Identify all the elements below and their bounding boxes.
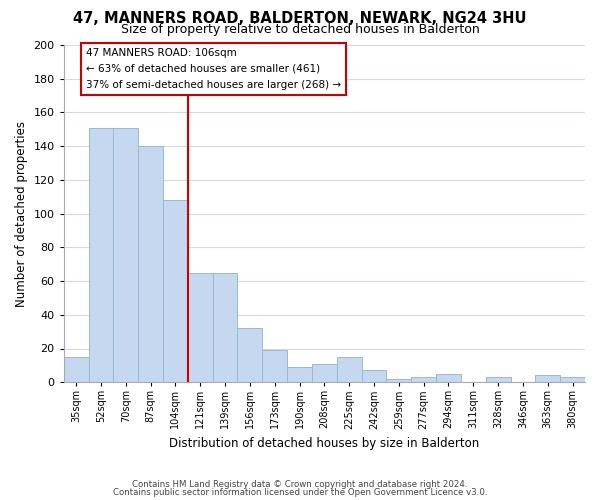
Bar <box>113 128 138 382</box>
Bar <box>436 374 461 382</box>
X-axis label: Distribution of detached houses by size in Balderton: Distribution of detached houses by size … <box>169 437 479 450</box>
Bar <box>535 376 560 382</box>
Bar <box>362 370 386 382</box>
Bar <box>386 379 411 382</box>
Bar <box>411 377 436 382</box>
Bar <box>238 328 262 382</box>
Bar <box>188 272 212 382</box>
Y-axis label: Number of detached properties: Number of detached properties <box>15 120 28 306</box>
Bar <box>212 272 238 382</box>
Bar <box>312 364 337 382</box>
Bar <box>138 146 163 382</box>
Bar <box>163 200 188 382</box>
Bar <box>262 350 287 382</box>
Bar <box>287 367 312 382</box>
Bar <box>64 357 89 382</box>
Text: 47 MANNERS ROAD: 106sqm
← 63% of detached houses are smaller (461)
37% of semi-d: 47 MANNERS ROAD: 106sqm ← 63% of detache… <box>86 48 341 90</box>
Bar <box>560 377 585 382</box>
Text: Contains public sector information licensed under the Open Government Licence v3: Contains public sector information licen… <box>113 488 487 497</box>
Bar <box>486 377 511 382</box>
Bar <box>89 128 113 382</box>
Bar <box>337 357 362 382</box>
Text: Contains HM Land Registry data © Crown copyright and database right 2024.: Contains HM Land Registry data © Crown c… <box>132 480 468 489</box>
Text: 47, MANNERS ROAD, BALDERTON, NEWARK, NG24 3HU: 47, MANNERS ROAD, BALDERTON, NEWARK, NG2… <box>73 11 527 26</box>
Text: Size of property relative to detached houses in Balderton: Size of property relative to detached ho… <box>121 23 479 36</box>
